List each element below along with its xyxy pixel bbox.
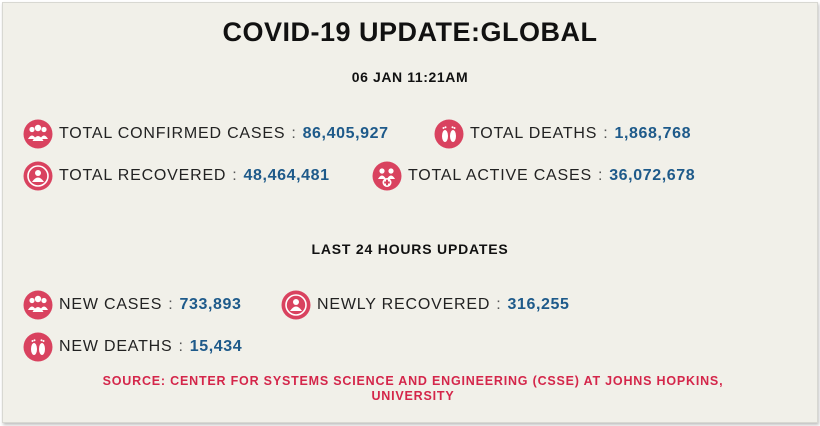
footprints-icon bbox=[23, 332, 53, 362]
stat-value: 733,893 bbox=[179, 296, 242, 313]
stat-value: 86,405,927 bbox=[302, 125, 389, 142]
recovered-person-icon bbox=[281, 290, 311, 320]
stat-value: 15,434 bbox=[189, 338, 243, 355]
source-attribution: SOURCE: CENTER FOR SYSTEMS SCIENCE AND E… bbox=[43, 374, 783, 404]
footprints-icon bbox=[434, 119, 464, 149]
people-medical-cross-icon bbox=[372, 161, 402, 191]
source-line-2: UNIVERSITY bbox=[371, 389, 455, 403]
stat-value: 316,255 bbox=[507, 296, 570, 313]
stat-label: NEW DEATHS bbox=[59, 338, 173, 355]
people-group-icon bbox=[23, 290, 53, 320]
stat-value: 1,868,768 bbox=[614, 125, 692, 142]
stat-label: NEW CASES bbox=[59, 296, 163, 313]
stat-total-recovered: TOTAL RECOVERED : 48,464,481 bbox=[23, 161, 330, 191]
stat-total-deaths: TOTAL DEATHS : 1,868,768 bbox=[434, 119, 691, 149]
stat-label: NEWLY RECOVERED bbox=[317, 296, 491, 313]
page-title: COVID-19 UPDATE:GLOBAL bbox=[222, 17, 598, 47]
recovered-person-icon bbox=[23, 161, 53, 191]
update-timestamp: 06 JAN 11:21AM bbox=[351, 69, 469, 85]
stat-new-cases: NEW CASES : 733,893 bbox=[23, 290, 242, 320]
stat-label: TOTAL CONFIRMED CASES bbox=[59, 125, 286, 142]
people-group-icon bbox=[23, 119, 53, 149]
stat-value: 48,464,481 bbox=[243, 167, 330, 184]
stat-label: TOTAL ACTIVE CASES bbox=[408, 167, 592, 184]
stat-label: TOTAL RECOVERED bbox=[59, 167, 227, 184]
source-line-1: SOURCE: CENTER FOR SYSTEMS SCIENCE AND E… bbox=[102, 374, 724, 388]
stat-label: TOTAL DEATHS bbox=[470, 125, 598, 142]
stat-value: 36,072,678 bbox=[609, 167, 696, 184]
last-24-hours-heading: LAST 24 HOURS UPDATES bbox=[311, 241, 509, 257]
stat-total-confirmed: TOTAL CONFIRMED CASES : 86,405,927 bbox=[23, 119, 389, 149]
stat-newly-recovered: NEWLY RECOVERED : 316,255 bbox=[281, 290, 570, 320]
stat-total-active: TOTAL ACTIVE CASES : 36,072,678 bbox=[372, 161, 695, 191]
stat-new-deaths: NEW DEATHS : 15,434 bbox=[23, 332, 242, 362]
